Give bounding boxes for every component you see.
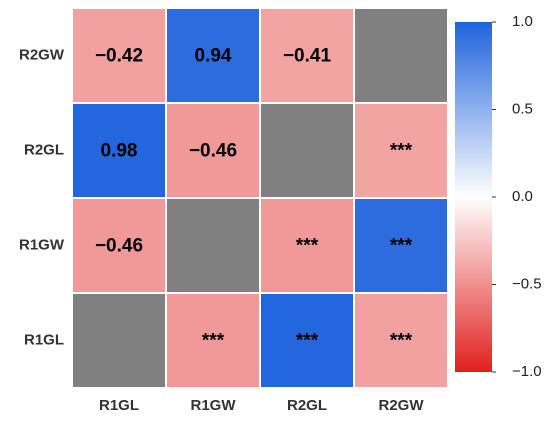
cell bbox=[167, 9, 259, 102]
y-tick-label: R2GL bbox=[24, 141, 64, 158]
cell-label: *** bbox=[296, 236, 319, 257]
cell bbox=[355, 199, 447, 292]
cell bbox=[261, 9, 353, 102]
empty-cell bbox=[355, 9, 447, 102]
empty-cell bbox=[167, 199, 259, 292]
cell bbox=[355, 294, 447, 387]
colorbar bbox=[455, 22, 492, 372]
cell bbox=[73, 104, 165, 197]
cell-label: *** bbox=[390, 236, 413, 257]
cell bbox=[167, 294, 259, 387]
y-tick-label: R1GW bbox=[19, 236, 65, 253]
cell-label: 0.98 bbox=[101, 141, 138, 162]
cell bbox=[261, 294, 353, 387]
cell-label: −0.42 bbox=[95, 46, 143, 67]
cell bbox=[261, 199, 353, 292]
empty-cell bbox=[73, 294, 165, 387]
cell-label: *** bbox=[390, 141, 413, 162]
cell-label: −0.46 bbox=[95, 236, 143, 257]
cell-label: −0.46 bbox=[189, 141, 237, 162]
y-tick-label: R2GW bbox=[19, 46, 65, 63]
colorbar-tick-label: 1.0 bbox=[512, 13, 533, 30]
cell-label: *** bbox=[296, 331, 319, 352]
x-tick-label: R1GW bbox=[191, 397, 237, 414]
cell bbox=[73, 199, 165, 292]
empty-cell bbox=[261, 104, 353, 197]
cell-label: 0.94 bbox=[195, 46, 232, 67]
x-tick-label: R2GW bbox=[379, 397, 425, 414]
x-tick-label: R1GL bbox=[99, 397, 139, 414]
colorbar-tick-label: 0.0 bbox=[512, 188, 533, 205]
colorbar-tick-label: 0.5 bbox=[512, 100, 533, 117]
cell-label: −0.41 bbox=[283, 46, 332, 67]
colorbar-tick-label: −1.0 bbox=[512, 363, 542, 380]
cell bbox=[355, 104, 447, 197]
x-tick-label: R2GL bbox=[287, 397, 327, 414]
cell-label: *** bbox=[390, 331, 413, 352]
cell bbox=[73, 9, 165, 102]
cell bbox=[167, 104, 259, 197]
cell-label: *** bbox=[202, 331, 225, 352]
y-tick-label: R1GL bbox=[24, 331, 64, 348]
colorbar-tick-label: −0.5 bbox=[512, 275, 542, 292]
